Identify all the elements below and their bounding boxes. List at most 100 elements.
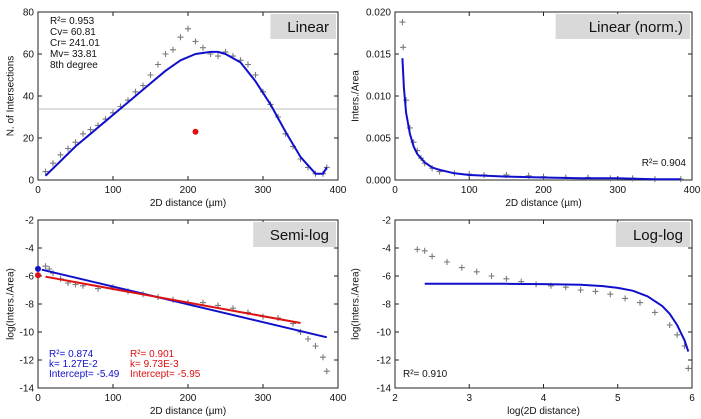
data-point-marker bbox=[651, 309, 658, 316]
y-tick-label: -12 bbox=[20, 356, 35, 367]
x-tick-label: 100 bbox=[105, 185, 122, 196]
data-point-marker bbox=[399, 19, 406, 26]
panel-title: Semi-log bbox=[270, 227, 329, 244]
y-tick-label: 0.015 bbox=[366, 50, 391, 61]
y-tick-label: -6 bbox=[25, 272, 34, 283]
centroid-point bbox=[192, 128, 199, 135]
x-tick-label: 0 bbox=[35, 185, 41, 196]
series-line-fit bbox=[424, 282, 690, 352]
r2-annotation: R²= 0.904 bbox=[642, 158, 687, 169]
r2-annotation: R²= 0.910 bbox=[403, 369, 448, 380]
data-point-marker bbox=[140, 82, 146, 89]
data-point-marker bbox=[312, 343, 319, 349]
series-line-fit bbox=[44, 50, 328, 177]
data-point-marker bbox=[50, 160, 56, 167]
x-tick-label: 300 bbox=[609, 185, 626, 196]
series-line-fit-red bbox=[45, 275, 301, 324]
data-point-marker bbox=[42, 168, 49, 175]
y-tick-label: -4 bbox=[382, 244, 391, 255]
y-tick-label: -8 bbox=[382, 300, 391, 311]
series-line-fit-blue bbox=[41, 268, 328, 339]
data-point-marker bbox=[215, 53, 221, 60]
x-tick-label: 400 bbox=[330, 393, 347, 404]
x-tick-label: 300 bbox=[255, 393, 272, 404]
stat-annotation: 8th degree bbox=[50, 60, 98, 71]
data-point-marker bbox=[155, 61, 161, 68]
y-tick-label: 0 bbox=[28, 176, 34, 187]
data-point-marker bbox=[503, 275, 510, 282]
data-point-marker bbox=[488, 273, 495, 279]
red-fit-annotation: k= 9.73E-3 bbox=[130, 359, 179, 370]
intercept-point bbox=[35, 272, 41, 279]
y-axis-label: Inters./Area bbox=[351, 70, 362, 122]
y-tick-label: -4 bbox=[25, 244, 34, 255]
y-tick-label: 60 bbox=[23, 50, 35, 61]
intercept-point bbox=[35, 265, 41, 272]
panel-linear: 0 100 200 300 400 0 20 40 60 80 2D distance (µm) N.… bbox=[6, 8, 347, 210]
data-point-marker bbox=[421, 247, 428, 254]
y-tick-label: -2 bbox=[25, 216, 34, 227]
stat-annotation: Cv= 60.81 bbox=[50, 27, 96, 38]
panel-title-box bbox=[555, 14, 690, 39]
y-tick-label: -14 bbox=[377, 384, 392, 395]
data-point-marker bbox=[57, 151, 64, 158]
panel-title: Linear (norm.) bbox=[589, 19, 683, 36]
data-point-marker bbox=[320, 354, 326, 361]
x-axis-label: 2D distance (µm) bbox=[505, 198, 581, 209]
blue-fit-annotation: R²= 0.874 bbox=[49, 349, 94, 360]
blue-fit-annotation: k= 1.27E-2 bbox=[49, 359, 98, 370]
data-point-marker bbox=[685, 365, 692, 372]
data-point-marker bbox=[87, 126, 94, 133]
panel-title: Linear bbox=[287, 19, 329, 36]
data-point-marker bbox=[400, 44, 407, 51]
y-tick-label: 0.020 bbox=[366, 8, 391, 19]
x-tick-label: 4 bbox=[541, 393, 547, 404]
data-point-marker bbox=[185, 25, 191, 32]
data-point-marker bbox=[473, 268, 480, 275]
data-point-marker bbox=[622, 295, 629, 302]
data-point-marker bbox=[577, 287, 584, 293]
x-axis-label: 2D distance (µm) bbox=[150, 198, 226, 209]
panel-title-box bbox=[253, 222, 336, 247]
data-point-marker bbox=[607, 291, 614, 298]
data-point-marker bbox=[305, 336, 311, 342]
data-point-marker bbox=[443, 259, 450, 265]
blue-fit-annotation: Intercept= -5.49 bbox=[49, 369, 120, 380]
x-tick-label: 200 bbox=[180, 185, 197, 196]
data-point-marker bbox=[162, 51, 169, 57]
data-point-marker bbox=[252, 72, 259, 78]
data-point-marker bbox=[65, 145, 71, 152]
y-tick-label: -2 bbox=[382, 216, 391, 227]
x-tick-label: 200 bbox=[180, 393, 197, 404]
y-tick-label: -14 bbox=[20, 384, 35, 395]
panel-title-box bbox=[270, 14, 336, 39]
x-axis-label: 2D distance (µm) bbox=[150, 406, 226, 417]
x-tick-label: 100 bbox=[105, 393, 122, 404]
y-tick-label: 0.010 bbox=[366, 92, 391, 103]
data-point-marker bbox=[192, 38, 199, 45]
data-point-marker bbox=[323, 368, 330, 375]
x-tick-label: 400 bbox=[330, 185, 347, 196]
data-point-marker bbox=[414, 246, 421, 253]
data-point-marker bbox=[147, 72, 154, 78]
data-point-marker bbox=[592, 288, 599, 295]
data-point-marker bbox=[80, 130, 86, 137]
y-tick-label: 20 bbox=[23, 134, 35, 145]
x-axis-label: log(2D distance) bbox=[507, 406, 580, 417]
panel-linear-norm: 0 100 200 300 400 0.000 0.005 0.010 0.015 0.020 2D… bbox=[351, 8, 701, 210]
y-tick-label: 80 bbox=[23, 8, 35, 19]
data-point-marker bbox=[245, 61, 251, 68]
x-tick-label: 2 bbox=[392, 393, 398, 404]
x-tick-label: 300 bbox=[255, 185, 272, 196]
data-point-marker bbox=[666, 322, 673, 328]
y-tick-label: -10 bbox=[377, 328, 392, 339]
data-point-marker bbox=[72, 139, 79, 146]
x-tick-label: 0 bbox=[392, 185, 398, 196]
x-tick-label: 400 bbox=[684, 185, 701, 196]
red-fit-annotation: Intercept= -5.95 bbox=[130, 369, 201, 380]
x-tick-label: 3 bbox=[466, 393, 472, 404]
data-point-marker bbox=[458, 264, 465, 271]
y-axis-label: log(Inters./Area) bbox=[6, 268, 17, 340]
red-fit-annotation: R²= 0.901 bbox=[130, 349, 175, 360]
